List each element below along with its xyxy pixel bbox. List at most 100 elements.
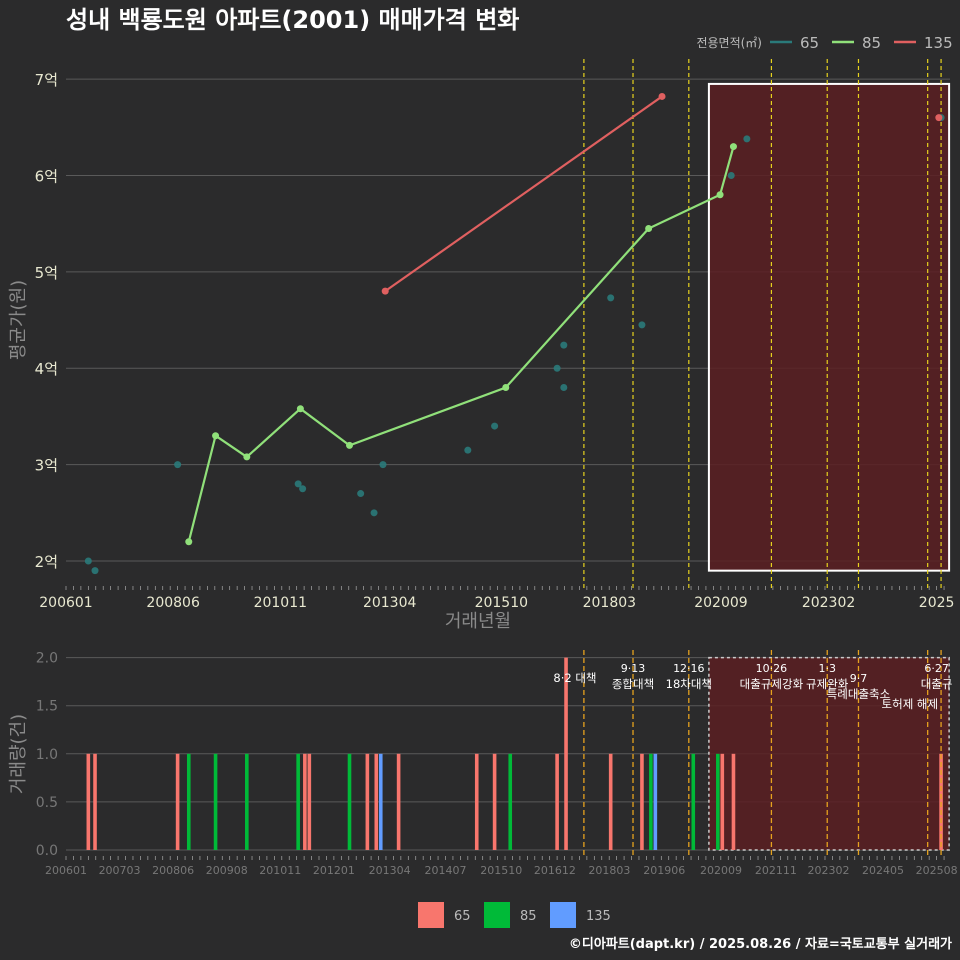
y-tick-label: 1.5 [36,699,58,715]
y-tick-label: 1.0 [36,747,58,763]
x-tick-label: 200601 [45,864,87,877]
data-point-65 [174,461,182,469]
volume-bar-85 [649,753,653,850]
y-tick-label: 3억 [35,457,58,475]
volume-bar-65 [175,753,180,850]
volume-bar-65 [396,753,401,850]
legend-label-135: 135 [586,909,611,924]
x-tick-label: 201011 [254,595,307,611]
volume-bar-65 [474,753,479,850]
y-axis-title: 거래량(건) [8,714,29,794]
data-point-85 [716,191,724,199]
y-tick-label: 0.5 [36,795,58,811]
volume-bar-65 [303,753,307,850]
price-panel: 2억 3억 4억 5억 6억 7억 200601 200806 201011 201304 2015… [8,59,954,632]
highlight-region [707,82,951,572]
volume-bar-85 [186,753,191,850]
y-tick-label: 6억 [35,167,58,185]
series-line-135 [384,95,663,293]
x-tick-label: 201510 [480,864,522,877]
data-point-65 [553,364,561,372]
volume-bar-65 [374,753,379,850]
volume-bar-65 [492,753,497,850]
data-point-65 [743,135,751,143]
policy-annotation: 규제완화 [806,677,849,691]
volume-bar-65 [555,753,559,850]
x-tick-label: 202302 [802,595,855,611]
data-point-135 [935,114,943,122]
policy-annotation: 종합대책 [612,677,654,691]
volume-panel: 0.0 0.5 1.0 1.5 2.0 거래량(건) 8·2 대책 9·13 종합대책 12·16… [8,650,958,877]
x-tick-label: 200601 [39,595,92,611]
data-point-65 [560,384,568,392]
x-tick-label: 200908 [206,864,248,877]
legend-label-65: 65 [800,34,819,52]
data-point-85 [212,432,220,440]
legend-swatch-85 [484,902,510,928]
legend-label-85: 85 [862,34,881,52]
x-tick-label: 201011 [259,864,301,877]
x-tick-label: 201510 [475,595,528,611]
policy-annotation: 8·2 대책 [553,671,596,685]
data-point-65 [638,321,646,329]
legend-label-85: 85 [520,909,537,924]
highlight-region [708,656,950,851]
y-tick-label: 5억 [35,264,58,282]
footer-credit: ©디아파트(dapt.kr) / 2025.08.26 / 자료=국토교통부 실… [569,936,952,952]
x-tick-label: 202405 [862,864,904,877]
data-point-65 [607,294,615,302]
data-point-85 [296,405,304,413]
y-tick-label: 4억 [35,360,58,378]
y-tick-label: 2.0 [36,651,58,667]
volume-bar-85 [508,753,513,850]
x-tick-label: 2025 [919,595,955,611]
policy-annotation: 특례대출축소 [827,687,890,701]
volume-bar-85 [213,753,218,850]
volume-bar-65 [731,753,736,850]
x-tick-label: 201803 [583,595,636,611]
volume-bar-135 [378,753,383,850]
data-point-85 [185,538,193,546]
policy-annotation: 18차대책 [666,677,712,691]
volume-bar-65 [86,753,91,850]
y-tick-label: 0.0 [36,843,58,859]
x-tick-label: 200806 [146,595,200,611]
volume-bar-85 [347,753,352,850]
x-tick-label: 202508 [916,864,958,877]
x-tick-label: 201304 [369,864,411,877]
x-tick-label: 202009 [694,595,747,611]
legend-swatch-135 [550,902,576,928]
data-point-65 [299,485,307,493]
volume-bar-135 [653,753,658,850]
x-tick-label: 201906 [643,864,685,877]
legend-title: 전용면적(㎡) [696,36,762,50]
policy-annotation: 9·13 [621,662,646,675]
volume-bar-85 [691,753,696,850]
x-tick-label: 201803 [588,864,630,877]
price-legend: 전용면적(㎡) 65 85 135 [696,34,952,52]
data-point-65 [491,422,499,430]
x-tick-label: 202009 [700,864,742,877]
x-tick-label: 200806 [152,864,194,877]
policy-annotation: 12·16 [673,662,705,675]
data-point-65 [357,490,365,498]
policy-annotation: 6·27 [924,662,949,675]
x-tick-label: 201407 [424,864,466,877]
x-tick-label: 202111 [755,864,797,877]
x-axis-title: 거래년월 [445,611,511,632]
policy-annotation: 1·3 [818,662,836,675]
y-tick-label: 7억 [35,71,58,89]
policy-annotation: 대출규 [921,677,953,691]
legend-swatch-65 [418,902,444,928]
volume-bar-65 [608,753,613,850]
y-tick-label: 2억 [35,553,58,571]
x-tick-label: 201612 [534,864,576,877]
x-tick-label: 201201 [313,864,355,877]
data-point-65 [560,341,568,349]
data-point-65 [379,461,387,469]
data-point-85 [729,143,737,151]
policy-annotation: 토허제 해제 [882,697,939,711]
data-point-65 [91,567,99,575]
volume-bar-65 [564,657,568,850]
